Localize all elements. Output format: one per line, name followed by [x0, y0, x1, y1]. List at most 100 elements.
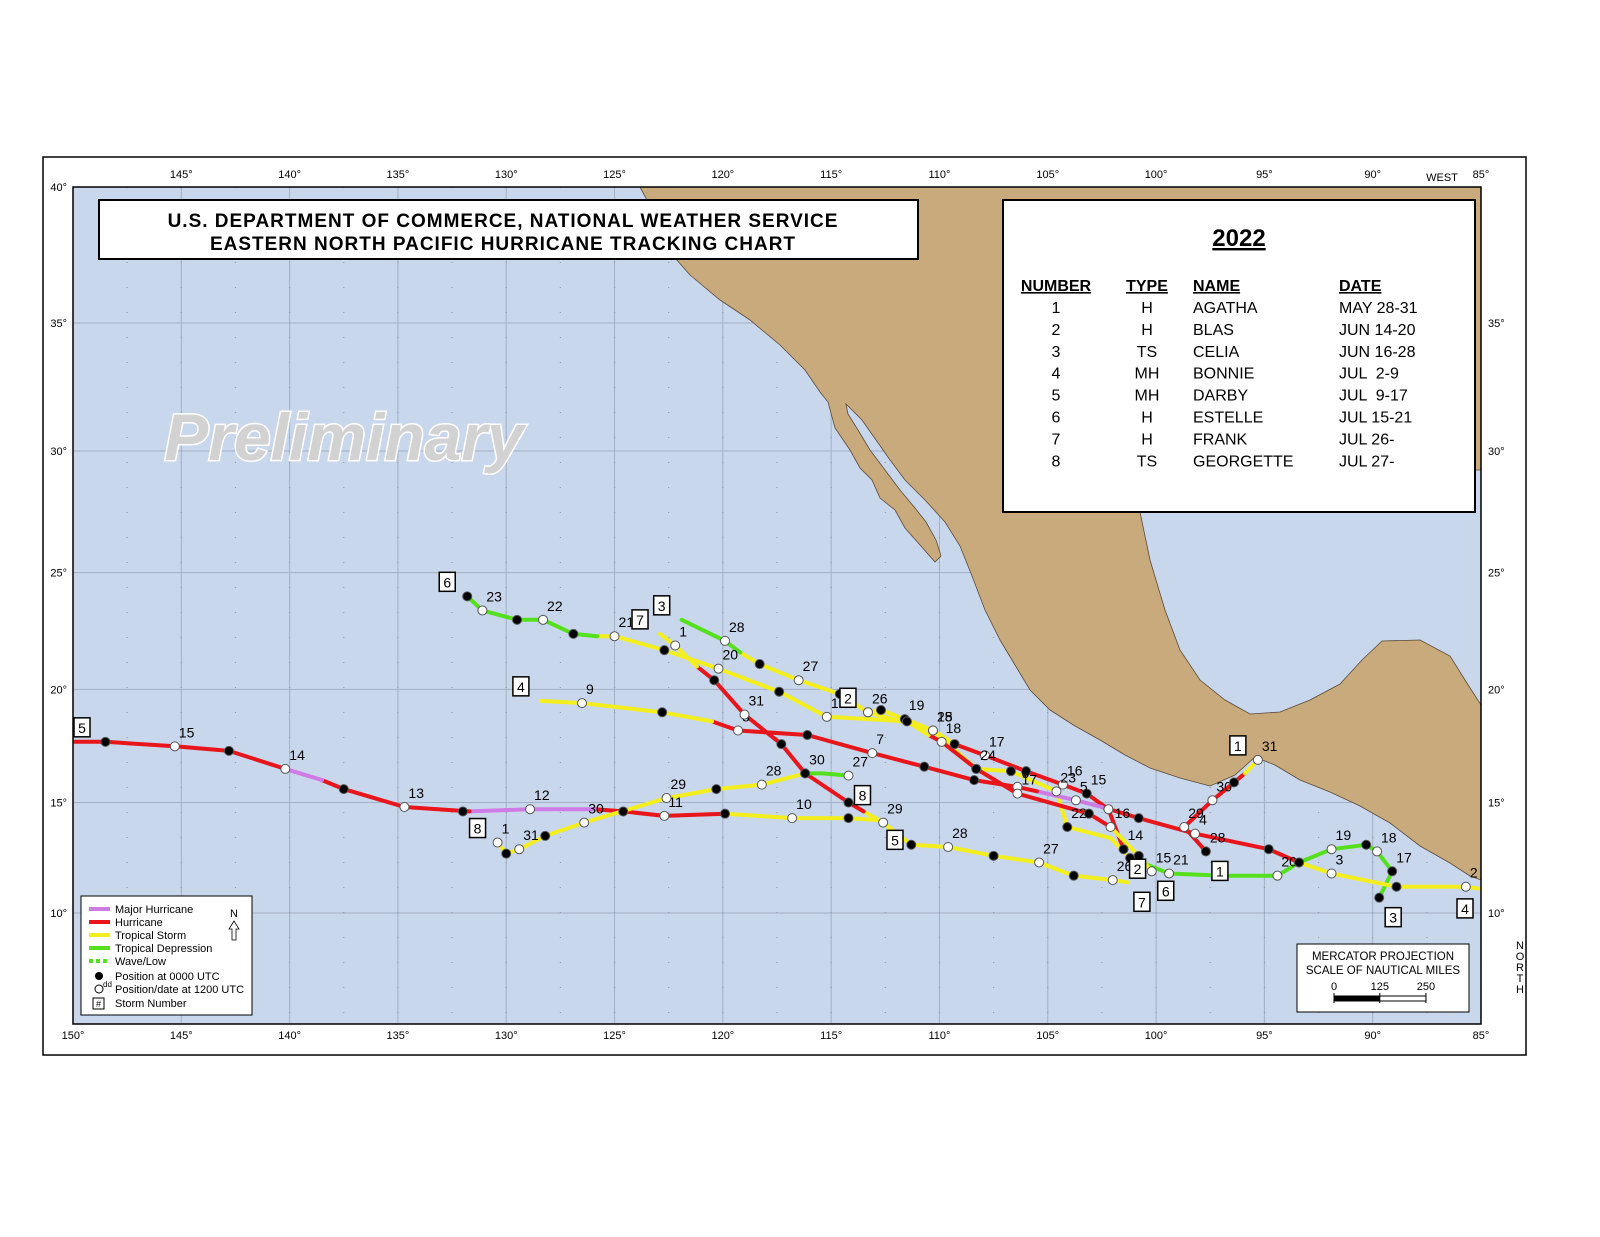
- table-type: H: [1141, 431, 1153, 448]
- storm-number: 5: [78, 720, 86, 736]
- position-date: 14: [289, 747, 305, 763]
- position-1200utc: [169, 741, 180, 752]
- table-name: AGATHA: [1193, 300, 1258, 317]
- position-0000utc: [906, 839, 917, 850]
- coordinate-labels: 150° 145°145°140°140°135°135°130°130°125°…: [50, 169, 1504, 1042]
- scale-box: MERCATOR PROJECTION SCALE OF NAUTICAL MI…: [1296, 943, 1470, 1013]
- column-header: TYPE: [1126, 278, 1168, 295]
- north-arrow-label: N: [230, 908, 238, 920]
- position-date: 18: [1381, 829, 1397, 845]
- table-number: 1: [1052, 300, 1061, 317]
- storm-number: 6: [1162, 883, 1170, 899]
- storm-number: 3: [658, 598, 666, 614]
- scale-tick-label: 250: [1417, 981, 1435, 993]
- position-0000utc: [659, 645, 670, 656]
- storm-number-box: 3: [652, 595, 671, 616]
- legend-label: Tropical Storm: [115, 930, 186, 942]
- position-0000utc: [875, 704, 886, 715]
- scale-tick-label: 0: [1331, 981, 1337, 993]
- position-1200utc: [1070, 795, 1081, 806]
- lon-label-top: 100°: [1145, 169, 1168, 181]
- position-1200utc: [821, 711, 832, 722]
- legend-frame: [80, 895, 253, 1016]
- position-date: 17: [1396, 849, 1412, 865]
- lon-label-bottom: 130°: [495, 1030, 518, 1042]
- position-1200utc: [1103, 804, 1114, 815]
- lat-label-right: 20°: [1488, 684, 1505, 696]
- lon-label-top: 110°: [928, 169, 950, 181]
- storm-number-frame: [73, 717, 91, 738]
- position-0000utc: [1081, 788, 1092, 799]
- position-0000utc: [1391, 881, 1402, 892]
- storm-number-box: 1: [1211, 860, 1229, 882]
- position-1200utc: [1179, 822, 1190, 833]
- storm-number-frame: [512, 676, 530, 697]
- storm-number-box: 4: [1456, 898, 1474, 919]
- lat-label-left: 10°: [50, 908, 67, 920]
- lon-label-bottom: 90°: [1364, 1030, 1381, 1042]
- position-date: 20: [1281, 854, 1297, 870]
- lat-label-left: 20°: [50, 684, 67, 696]
- position-1200utc: [1252, 754, 1263, 765]
- watermark: Preliminary: [164, 400, 527, 474]
- lat-label-right: 30°: [1488, 446, 1505, 458]
- legend-label: Storm Number: [115, 998, 187, 1010]
- position-date: 15: [1156, 849, 1172, 865]
- position-0000utc: [1263, 844, 1274, 855]
- storm-number-box: 7: [1133, 891, 1151, 913]
- track-segment: [320, 778, 472, 814]
- position-1200utc: [579, 817, 590, 828]
- storm-number-box: 5: [73, 717, 91, 738]
- storm-number: 8: [859, 788, 867, 804]
- table-type: TS: [1137, 344, 1157, 361]
- lat-label-left: 15°: [50, 798, 67, 810]
- position-date: 16: [1115, 805, 1131, 821]
- position-date: 21: [1173, 851, 1189, 867]
- lon-label-bottom: 125°: [603, 1030, 626, 1042]
- scale-bar: [1333, 995, 1381, 1002]
- position-1200utc: [1460, 881, 1471, 892]
- position-1200utc: [661, 793, 672, 804]
- position-0000utc: [919, 761, 930, 772]
- position-date: 4: [1199, 812, 1207, 828]
- position-date: 30: [588, 801, 604, 817]
- position-date: 7: [876, 731, 884, 747]
- position-1200utc: [525, 804, 536, 815]
- storm-number-box: 5: [886, 829, 904, 851]
- position-1200utc: [670, 640, 681, 651]
- north-arrow: [228, 920, 240, 941]
- position-0000utc: [711, 784, 722, 795]
- position-1200utc: [399, 801, 410, 812]
- table-type: MH: [1135, 366, 1160, 383]
- table-type: TS: [1137, 453, 1157, 470]
- lon-label-top: 125°: [603, 169, 626, 181]
- position-1200utc: [739, 709, 750, 720]
- position-date: 26: [1117, 858, 1133, 874]
- table-type: H: [1141, 300, 1153, 317]
- table-name: BONNIE: [1193, 366, 1254, 383]
- position-0000utc: [1294, 857, 1305, 868]
- position-0000utc: [1005, 766, 1016, 777]
- position-0000utc: [969, 775, 980, 786]
- table-type: MH: [1135, 388, 1160, 405]
- storm-number-frame: [853, 784, 872, 806]
- storm-number: 4: [1461, 901, 1469, 917]
- table-number: 6: [1052, 410, 1061, 427]
- position-1200utc: [492, 837, 503, 848]
- position-0000utc: [501, 848, 512, 859]
- legend-1200-marker: [94, 984, 104, 994]
- position-0000utc: [774, 686, 785, 697]
- position-0000utc: [709, 675, 720, 686]
- position-0000utc: [843, 797, 854, 808]
- table-date: JUN 14-20: [1339, 322, 1416, 339]
- position-1200utc: [843, 770, 854, 781]
- lon-label-top: 95°: [1256, 169, 1273, 181]
- season-frame: [1002, 199, 1476, 513]
- storm-number: 8: [474, 821, 482, 837]
- position-date: 28: [1210, 829, 1226, 845]
- storm-number: 2: [844, 690, 852, 706]
- storm-number-box: 2: [1128, 858, 1147, 879]
- table-type: H: [1141, 322, 1153, 339]
- lon-label-top: 135°: [387, 169, 410, 181]
